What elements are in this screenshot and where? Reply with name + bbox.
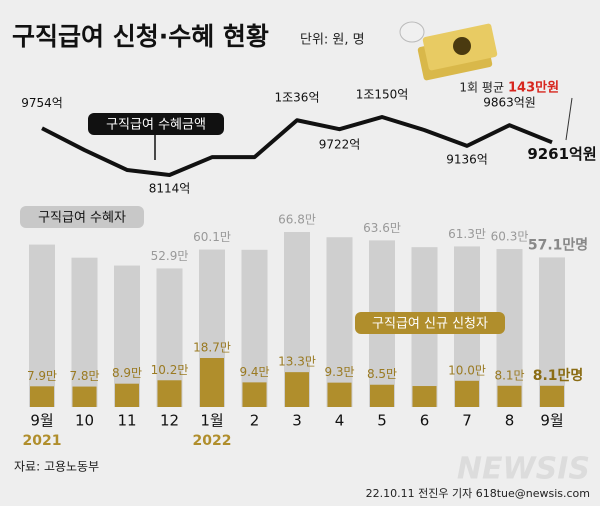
x-tick-label: 9월 <box>30 412 53 430</box>
credit: 22.10.11 전진우 기자 618tue@newsis.com <box>366 487 590 500</box>
new-bar <box>157 380 182 407</box>
legend-label: 구직급여 수혜자 <box>38 211 126 226</box>
bar-value-label: 13.3만 <box>278 355 316 369</box>
unit: 단위: 원, 명 <box>300 33 365 48</box>
bar-value-label: 9.4만 <box>239 365 269 379</box>
bar-value-label: 8.1만명 <box>533 367 584 384</box>
bar-value-label: 10.2만 <box>151 363 189 377</box>
x-tick-label: 1월 <box>200 412 223 430</box>
total-bar <box>539 257 565 407</box>
new-bar <box>327 382 352 407</box>
new-bar <box>285 372 309 407</box>
bar-value-label: 18.7만 <box>193 341 231 355</box>
legend-label: 구직급여 수혜금액 <box>106 118 206 133</box>
legend-box <box>20 206 144 228</box>
new-bar <box>540 385 564 407</box>
note-value: 143만원 <box>508 80 559 96</box>
x-tick-label: 2 <box>250 412 260 430</box>
note-label: 1회 평균 <box>459 81 504 95</box>
line-value-label: 1조150억 <box>356 88 409 102</box>
bar-value-label: 61.3만 <box>448 227 486 241</box>
source: 자료: 고용노동부 <box>14 460 99 474</box>
new-bar <box>200 358 224 407</box>
line <box>41 115 553 177</box>
new-bar <box>370 384 394 407</box>
bar-value-label: 7.9만 <box>27 369 57 383</box>
watermark: NEWSIS <box>457 452 590 487</box>
x-tick-label: 3 <box>292 412 302 430</box>
bar-value-label: 60.3만 <box>491 230 529 244</box>
bar-value-label: 8.9만 <box>112 366 142 380</box>
new-bar <box>30 386 54 407</box>
line-value-label: 1조36억 <box>275 91 320 105</box>
new-bar <box>115 383 139 407</box>
bar-value-label: 66.8만 <box>278 213 316 227</box>
x-tick-label: 7 <box>462 412 472 430</box>
x-tick-label: 12 <box>160 412 179 430</box>
bar-value-label: 10.0만 <box>448 363 486 377</box>
line-value-label: 9754억 <box>21 96 63 110</box>
x-tick-label: 6 <box>420 412 430 430</box>
new-bar <box>72 386 97 407</box>
bar-value-label: 63.6만 <box>363 221 401 235</box>
bar-value-label: 8.5만 <box>367 367 397 381</box>
total-bar <box>241 249 268 407</box>
x-sublabel: 2021 <box>23 433 62 449</box>
new-bar <box>455 380 479 407</box>
note-pointer <box>565 97 573 141</box>
new-bar <box>242 382 267 407</box>
bar-value-label: 60.1만 <box>193 230 231 244</box>
chart-title: 구직급여 신청·수혜 현황 <box>12 22 269 51</box>
total-bar <box>326 237 353 407</box>
bar-value-label: 9.3만 <box>324 365 354 379</box>
x-tick-label: 10 <box>75 412 94 430</box>
new-bar <box>497 385 522 407</box>
line-value-label: 8114억 <box>149 182 191 196</box>
legend-box <box>88 113 224 135</box>
legend-box <box>355 312 505 334</box>
x-tick-label: 8 <box>505 412 515 430</box>
bar-value-label: 57.1만명 <box>528 236 588 253</box>
x-tick-label: 9월 <box>540 412 563 430</box>
legend-label: 구직급여 신규 신청자 <box>372 317 488 332</box>
bar-value-label: 7.8만 <box>69 369 99 383</box>
line-value-label: 9261억원 <box>527 145 596 163</box>
new-bar <box>412 386 437 407</box>
total-bar <box>29 244 55 407</box>
total-bar <box>71 257 98 407</box>
x-sublabel: 2022 <box>193 433 232 449</box>
x-tick-label: 4 <box>335 412 345 430</box>
line-value-label: 9722억 <box>319 138 361 152</box>
total-bar <box>114 265 140 407</box>
bar-value-label: 52.9만 <box>151 249 189 263</box>
bar-value-label: 8.1만 <box>494 368 524 382</box>
line-value-label: 9863억원 <box>483 96 536 110</box>
line-value-label: 9136억 <box>446 152 488 166</box>
money-icon <box>399 21 498 81</box>
x-tick-label: 5 <box>377 412 387 430</box>
x-tick-label: 11 <box>117 412 136 430</box>
